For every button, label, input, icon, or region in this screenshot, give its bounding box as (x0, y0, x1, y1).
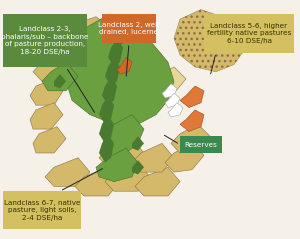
Polygon shape (99, 115, 114, 143)
FancyBboxPatch shape (3, 191, 81, 229)
Polygon shape (165, 93, 180, 108)
Polygon shape (75, 53, 114, 79)
Polygon shape (168, 103, 183, 117)
Polygon shape (75, 167, 120, 196)
Text: Landclass 2-3,
phalaris/sub – backbone
of pasture production,
18-20 DSE/ha: Landclass 2-3, phalaris/sub – backbone o… (1, 26, 89, 55)
Polygon shape (135, 167, 180, 196)
Polygon shape (30, 103, 63, 129)
Polygon shape (132, 143, 174, 172)
Polygon shape (147, 67, 186, 93)
Polygon shape (117, 91, 156, 117)
Polygon shape (174, 10, 246, 72)
Polygon shape (132, 160, 144, 174)
Polygon shape (102, 115, 144, 158)
Text: Landclass 6-7, native
pasture, light soils,
2-4 DSE/ha: Landclass 6-7, native pasture, light soi… (4, 200, 80, 221)
Polygon shape (36, 33, 75, 57)
Text: Landclass 2, well
drained, lucerne: Landclass 2, well drained, lucerne (98, 22, 160, 35)
Polygon shape (99, 139, 144, 167)
Polygon shape (132, 136, 144, 151)
Polygon shape (117, 57, 132, 74)
Polygon shape (162, 84, 177, 98)
Polygon shape (180, 86, 204, 108)
Polygon shape (180, 110, 204, 131)
Polygon shape (99, 134, 114, 163)
Polygon shape (87, 86, 126, 112)
Polygon shape (96, 148, 138, 182)
Polygon shape (105, 57, 120, 86)
Polygon shape (108, 38, 123, 67)
Polygon shape (33, 55, 69, 81)
Polygon shape (165, 143, 204, 172)
Polygon shape (111, 19, 126, 48)
Polygon shape (54, 74, 66, 88)
Polygon shape (33, 127, 66, 153)
Polygon shape (123, 43, 162, 69)
Polygon shape (69, 17, 105, 38)
Polygon shape (99, 96, 114, 124)
Polygon shape (45, 158, 90, 186)
Text: Reserves: Reserves (184, 141, 218, 148)
Polygon shape (66, 31, 78, 45)
Text: Landclass 5-6, higher
fertility native pastures
6-10 DSE/ha: Landclass 5-6, higher fertility native p… (207, 23, 291, 44)
Polygon shape (42, 62, 78, 91)
FancyBboxPatch shape (204, 14, 294, 53)
Polygon shape (171, 124, 210, 153)
FancyBboxPatch shape (180, 136, 222, 153)
FancyBboxPatch shape (3, 14, 87, 67)
FancyBboxPatch shape (102, 14, 156, 43)
Polygon shape (105, 163, 150, 191)
Polygon shape (102, 76, 117, 105)
Polygon shape (66, 17, 174, 124)
Polygon shape (30, 79, 63, 105)
